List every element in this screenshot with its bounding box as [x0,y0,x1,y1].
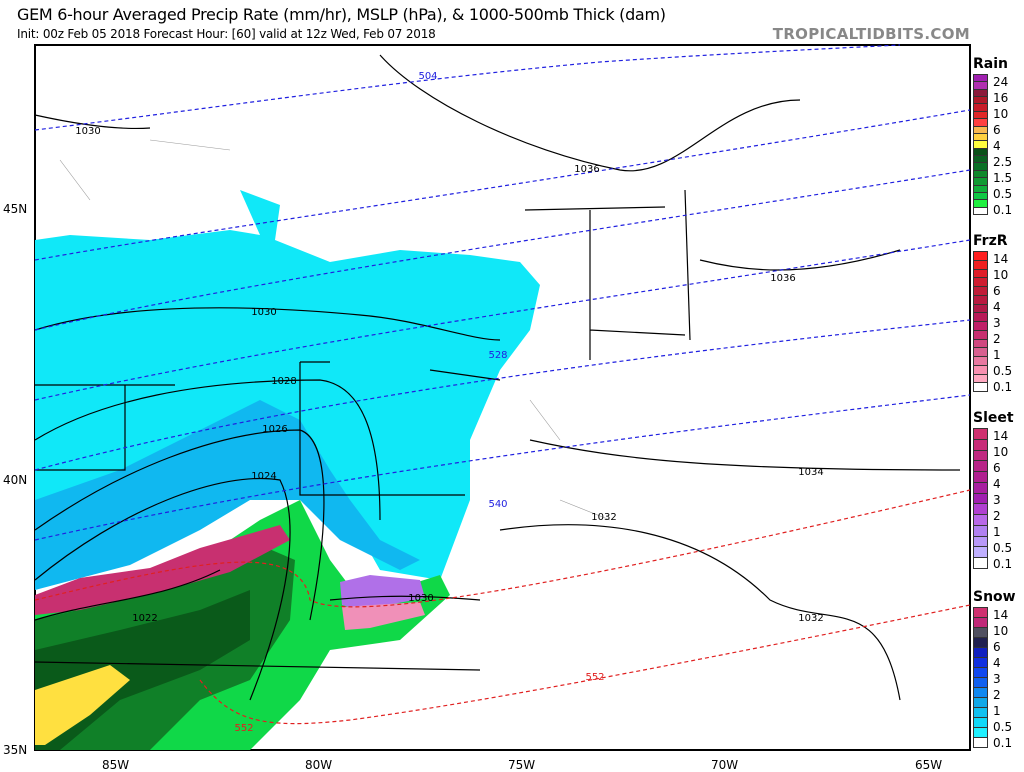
lon-label: 75W [508,758,536,772]
legend-label: 2 [993,332,1001,346]
legend-label: 3 [993,316,1001,330]
legend-label: 6 [993,123,1001,137]
brand-watermark: TROPICALTIDBITS.COM [772,25,970,43]
legend-label: 10 [993,624,1009,638]
isobar-label: 1028 [271,376,296,387]
legend-label: 4 [993,477,1001,491]
lon-label: 85W [102,758,130,772]
legend-label: 2 [993,688,1001,702]
isobar-label: 1024 [251,471,276,482]
isobar-label: 1022 [132,613,157,624]
rain-yellow-area [35,665,130,745]
lon-label: 70W [711,758,739,772]
isobar-label: 1034 [798,467,823,478]
legend-swatch [973,206,988,215]
legend-label: 6 [993,284,1001,298]
legend-label: 0.5 [993,541,1013,555]
legend-title: Snow [973,589,1016,605]
thickness-label: 540 [488,499,507,510]
lat-label: 35N [3,743,28,757]
legend-label: 0.5 [993,720,1013,734]
thickness-label: 528 [488,350,507,361]
lat-label: 45N [3,202,28,216]
legend-label: 0.5 [993,187,1013,201]
isobar-label: 1030 [251,307,276,318]
isobar-label: 1032 [591,512,616,523]
snow-heavier-area [35,400,420,590]
legend-label: 1 [993,348,1001,362]
isobar-label: 1032 [798,613,823,624]
precip-layer [35,190,540,750]
legend-label: 1 [993,525,1001,539]
frzr-area [35,525,290,615]
legend-label: 3 [993,672,1001,686]
legend-label: 14 [993,429,1009,443]
legend-swatch [973,382,988,392]
frzr-light-area [342,602,425,630]
isobar-label: 1036 [770,273,795,284]
legend-label: 2 [993,509,1001,523]
legend-label: 2.5 [993,155,1013,169]
isobar-label: 1030 [75,126,100,137]
legend-label: 14 [993,608,1009,622]
legend-label: 0.1 [993,380,1013,394]
isobars [34,54,961,701]
map-title: GEM 6-hour Averaged Precip Rate (mm/hr),… [17,5,666,24]
legend-label: 1 [993,704,1001,718]
legend-label: 3 [993,493,1001,507]
legend-label: 4 [993,139,1001,153]
map-subtitle: Init: 00z Feb 05 2018 Forecast Hour: [60… [17,27,436,41]
legend-label: 0.1 [993,736,1013,750]
isobar-labels: 1030 1036 1036 1030 1028 1026 1024 1022 … [75,126,823,624]
thickness-label: 552 [585,672,604,683]
legend-label: 4 [993,656,1001,670]
isobar-label: 1026 [262,424,287,435]
legend-label: 10 [993,107,1009,121]
legend-label: 16 [993,91,1009,105]
legend-title: FrzR [973,233,1008,249]
thickness-labels: 504 528 540 552 552 [234,71,604,734]
legend-swatch [973,557,988,569]
legend-title: Sleet [973,410,1014,426]
legend-label: 6 [993,640,1001,654]
lat-label: 40N [3,473,28,487]
thickness-lines [34,44,971,725]
legend-label: 24 [993,75,1009,89]
thickness-label: 504 [418,71,437,82]
legend-label: 1.5 [993,171,1013,185]
legend-label: 0.5 [993,364,1013,378]
legend-label: 14 [993,252,1009,266]
isobar-label: 1030 [408,593,433,604]
legend-label: 0.1 [993,557,1013,571]
boundaries [34,139,691,671]
legend-label: 6 [993,461,1001,475]
legend-label: 4 [993,300,1001,314]
isobar-label: 1036 [574,164,599,175]
sleet-area [340,575,425,610]
legend-label: 10 [993,445,1009,459]
legend-label: 10 [993,268,1009,282]
thickness-label: 552 [234,723,253,734]
legend-title: Rain [973,56,1008,72]
legend-swatch [973,737,988,748]
legend-label: 0.1 [993,203,1013,217]
lon-label: 65W [915,758,943,772]
lon-label: 80W [305,758,333,772]
